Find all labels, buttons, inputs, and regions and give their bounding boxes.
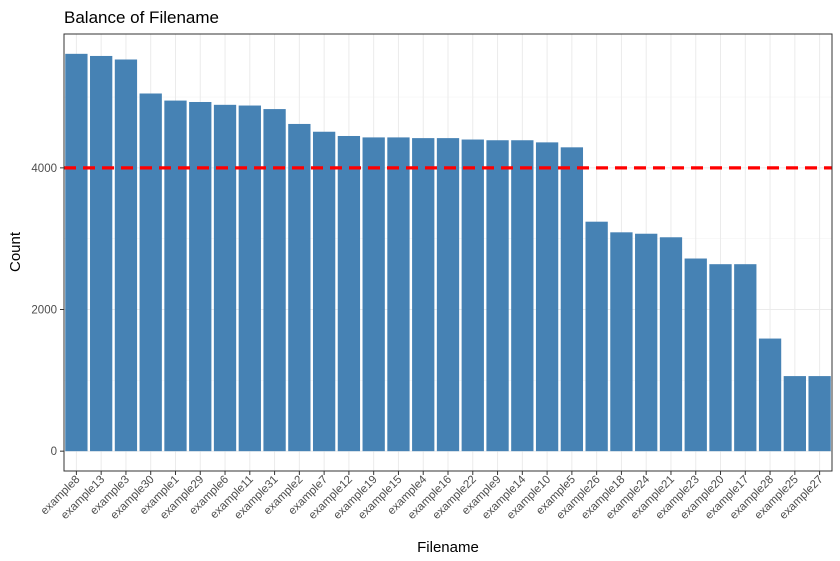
chart-title: Balance of Filename bbox=[64, 8, 219, 27]
bar-example25 bbox=[783, 376, 806, 452]
x-axis: example8example13example3example30exampl… bbox=[39, 471, 826, 522]
y-tick-label: 4000 bbox=[31, 163, 57, 175]
bar-example31 bbox=[263, 109, 286, 452]
bar-example15 bbox=[387, 137, 410, 452]
bar-example22 bbox=[461, 139, 484, 452]
bar-example14 bbox=[511, 140, 534, 452]
bar-example20 bbox=[709, 264, 732, 452]
bar-example1 bbox=[164, 100, 187, 452]
bar-example28 bbox=[758, 338, 782, 452]
bar-example29 bbox=[189, 101, 212, 452]
bar-example18 bbox=[610, 232, 633, 452]
bar-example26 bbox=[585, 221, 608, 452]
bar-example12 bbox=[337, 135, 361, 452]
bar-example8 bbox=[65, 53, 88, 452]
bar-example6 bbox=[213, 104, 237, 452]
bar-example27 bbox=[808, 376, 831, 452]
x-axis-title: Filename bbox=[417, 539, 479, 556]
bar-example3 bbox=[114, 59, 138, 452]
bar-example17 bbox=[734, 264, 757, 452]
y-tick-label: 0 bbox=[51, 446, 57, 458]
bar-example19 bbox=[362, 137, 385, 452]
bar-example10 bbox=[535, 142, 559, 452]
bar-example2 bbox=[288, 123, 311, 452]
bar-example13 bbox=[90, 55, 113, 452]
bar-example16 bbox=[436, 138, 460, 452]
bar-example9 bbox=[486, 140, 509, 452]
bar-example30 bbox=[139, 93, 162, 452]
bar-example4 bbox=[412, 138, 435, 452]
y-axis-title: Count bbox=[7, 231, 24, 272]
bar-example5 bbox=[560, 147, 584, 452]
y-axis: 0 2000 4000 bbox=[31, 163, 64, 458]
y-tick-label: 2000 bbox=[31, 305, 57, 317]
bar-example11 bbox=[238, 105, 261, 452]
bar-example23 bbox=[684, 258, 707, 452]
bar-example7 bbox=[312, 131, 336, 452]
bar-example21 bbox=[659, 237, 683, 452]
bars bbox=[65, 53, 831, 452]
bar-example24 bbox=[635, 233, 658, 452]
